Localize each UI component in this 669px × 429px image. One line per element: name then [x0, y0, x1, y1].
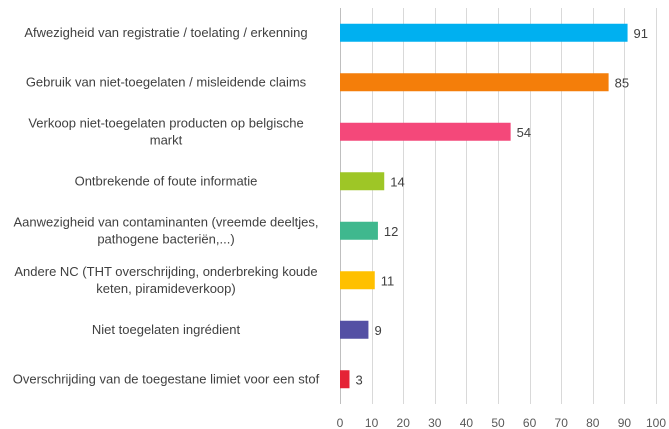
- category-labels: Afwezigheid van registratie / toelating …: [13, 25, 320, 387]
- x-tick-label: 100: [646, 416, 666, 429]
- data-label: 9: [374, 323, 381, 338]
- x-tick-label: 50: [491, 416, 505, 429]
- x-tick-label: 70: [555, 416, 569, 429]
- bar: [340, 172, 385, 191]
- bar: [340, 271, 375, 290]
- gridlines: [340, 8, 657, 404]
- category-label: Niet toegelaten ingrédient: [92, 322, 241, 337]
- bar: [340, 320, 369, 339]
- bar: [340, 73, 609, 92]
- bars: [340, 23, 628, 389]
- bar: [340, 370, 350, 389]
- category-label: Gebruik van niet-toegelaten / misleidend…: [26, 74, 307, 89]
- category-label: Overschrijding van de toegestane limiet …: [13, 371, 320, 386]
- x-tick-label: 0: [337, 416, 344, 429]
- data-label: 3: [355, 372, 362, 387]
- category-label: Aanwezigheid van contaminanten (vreemde …: [14, 214, 319, 246]
- x-tick-label: 60: [523, 416, 537, 429]
- data-label: 54: [517, 125, 531, 140]
- data-label: 11: [381, 273, 395, 288]
- x-tick-label: 90: [618, 416, 632, 429]
- data-label: 91: [634, 26, 648, 41]
- bar: [340, 122, 511, 141]
- x-tick-label: 10: [365, 416, 379, 429]
- category-label: Afwezigheid van registratie / toelating …: [24, 25, 307, 40]
- x-tick-label: 30: [428, 416, 442, 429]
- category-label: Andere NC (THT overschrijding, onderbrek…: [14, 264, 317, 296]
- x-tick-label: 20: [397, 416, 411, 429]
- data-label: 12: [384, 224, 398, 239]
- category-label: Verkoop niet-toegelaten producten op bel…: [28, 115, 303, 147]
- category-label: Ontbrekende of foute informatie: [75, 173, 258, 188]
- x-tick-label: 80: [586, 416, 600, 429]
- bar: [340, 23, 628, 42]
- data-label: 14: [390, 174, 404, 189]
- x-tick-label: 40: [460, 416, 474, 429]
- x-axis-ticks: 0 10 20 30 40 50 60 70 80 90 100: [337, 416, 667, 429]
- data-label: 85: [615, 75, 629, 90]
- value-labels: 91 85 54 14 12 11 9 3: [355, 26, 648, 388]
- bar: [340, 221, 378, 240]
